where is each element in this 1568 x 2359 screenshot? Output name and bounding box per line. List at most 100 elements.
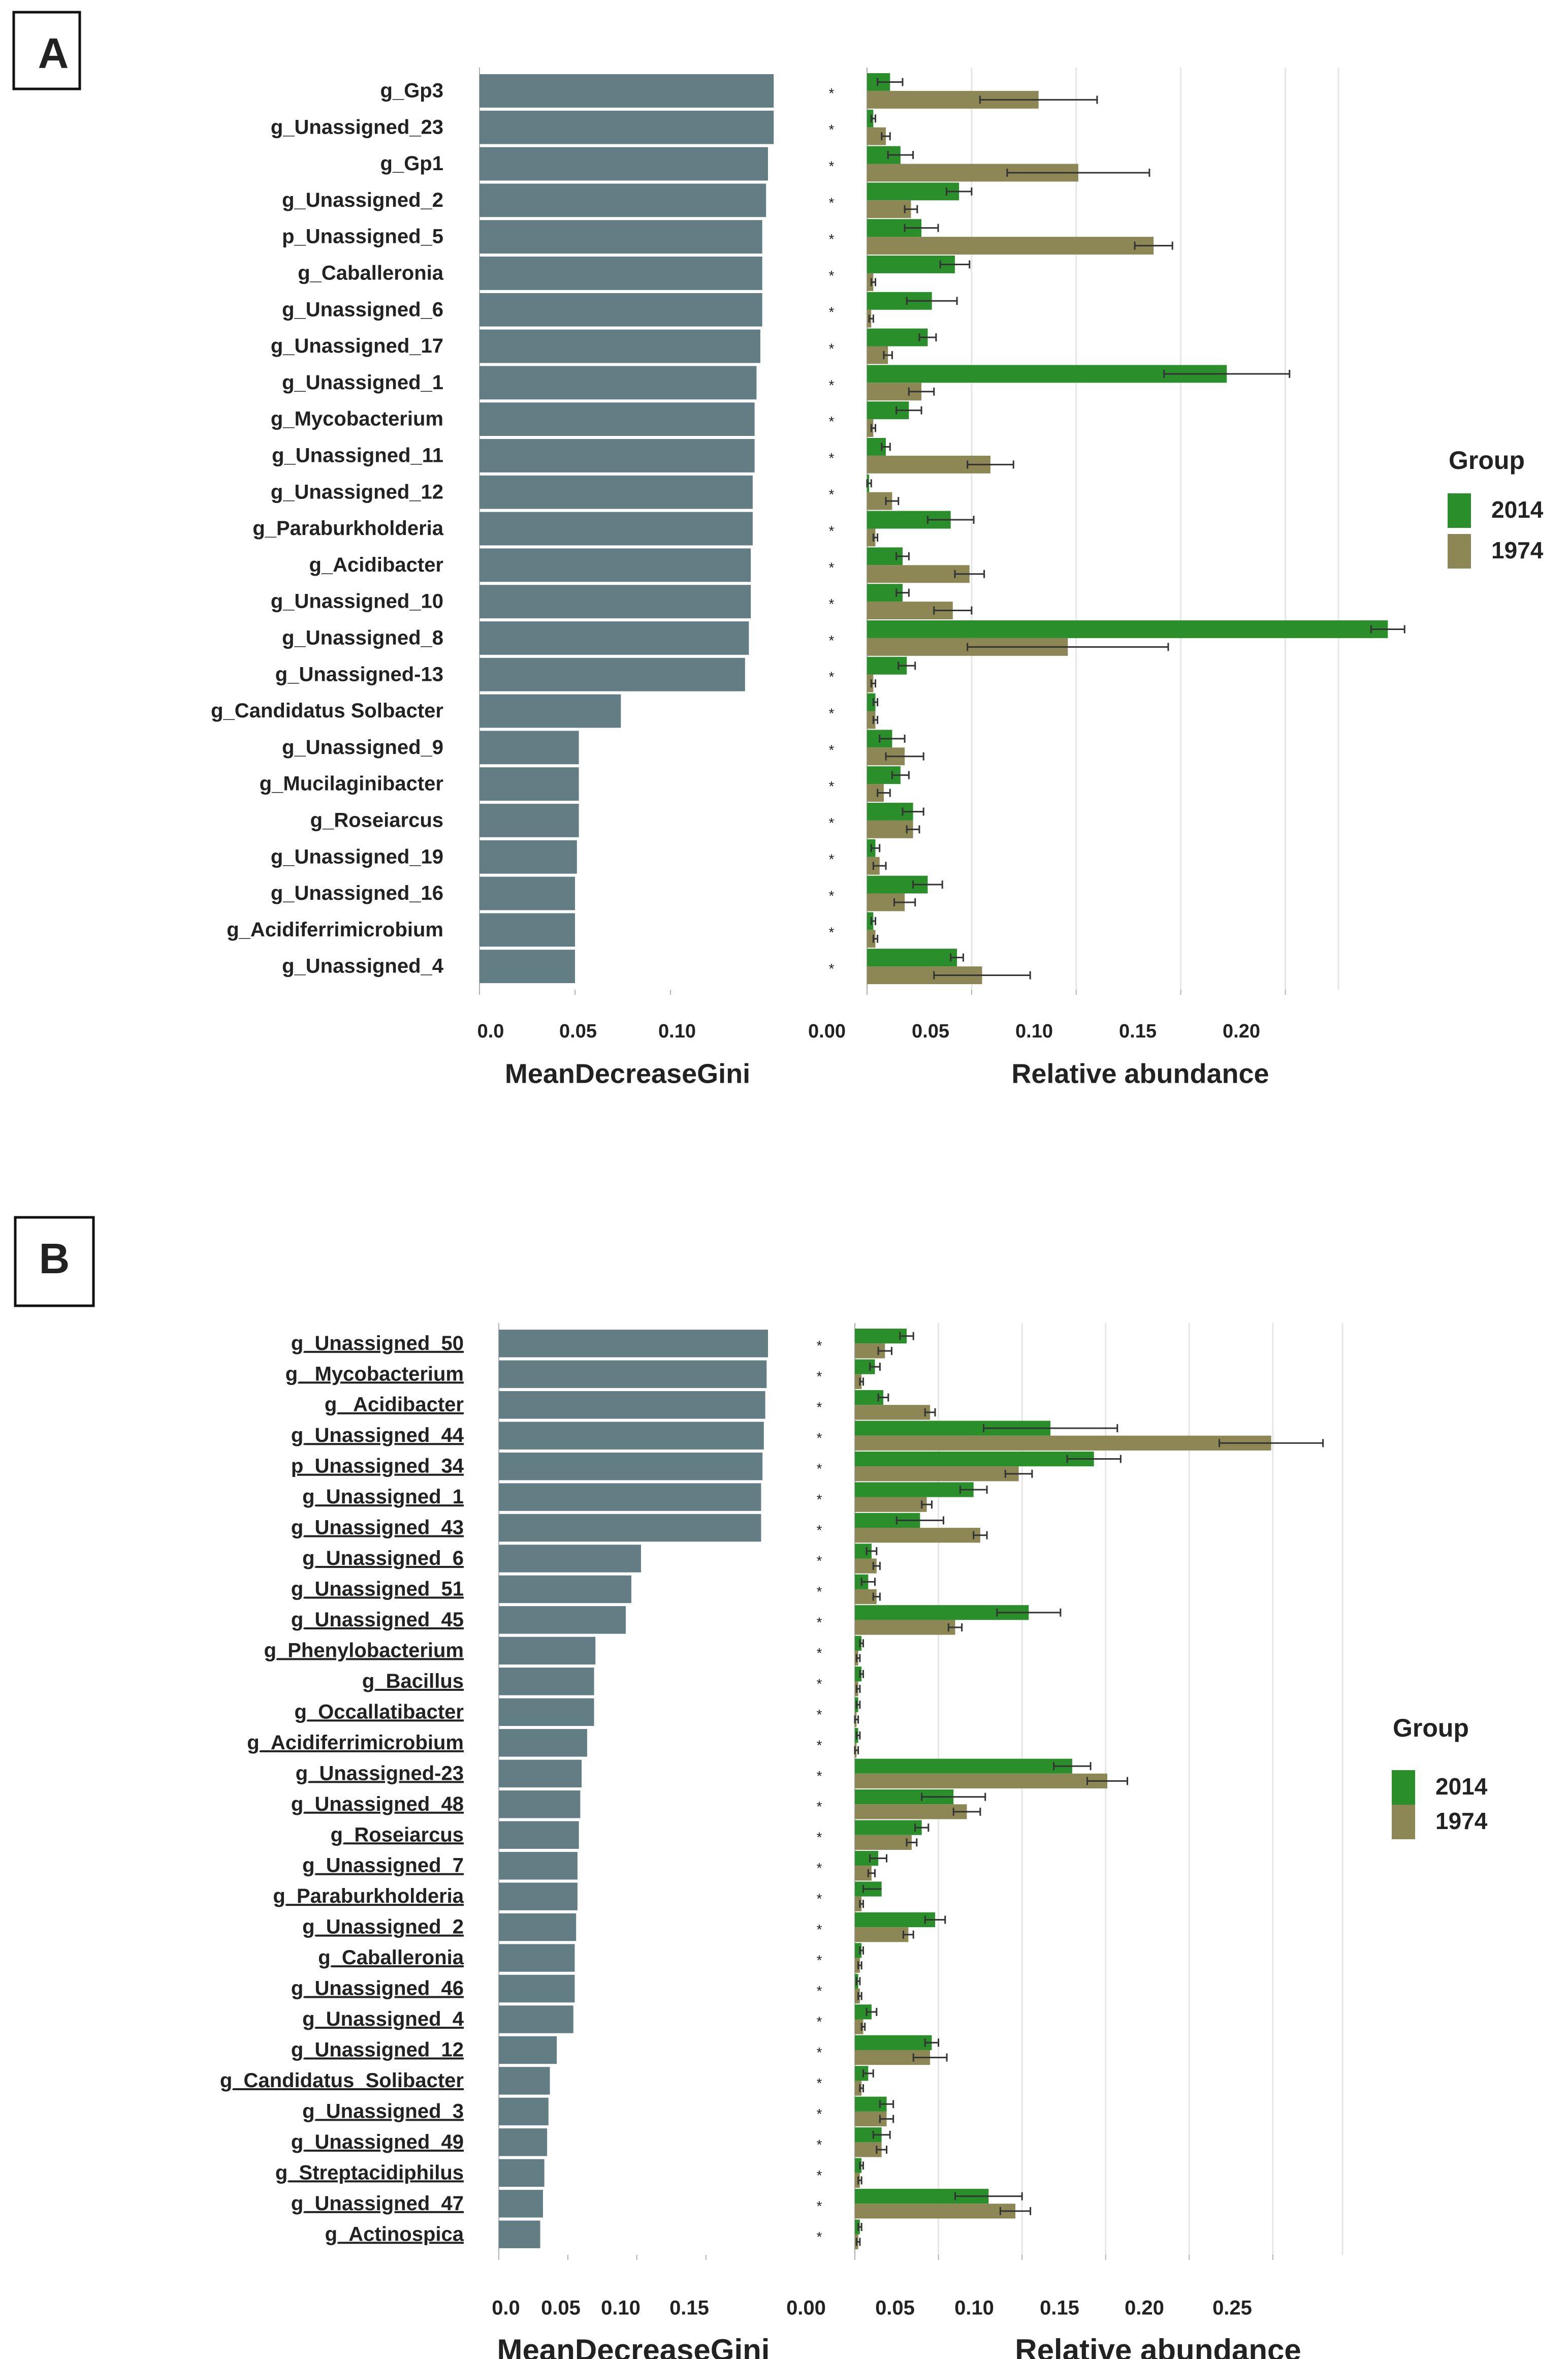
category-label: g_Acidibacter [309, 554, 443, 576]
gini-axis-title: MeanDecreaseGini [497, 2333, 770, 2359]
gini-bar [499, 1391, 765, 1419]
legend-label-1974: 1974 [1435, 1808, 1488, 1834]
gini-bar [479, 147, 768, 181]
significance-mark: * [817, 1860, 822, 1876]
significance-mark: * [829, 706, 835, 721]
gini-bar [479, 585, 751, 618]
significance-mark: * [817, 1369, 822, 1385]
category-label: g_Roseiarcus [310, 809, 443, 831]
category-label: p_Unassigned_5 [282, 226, 443, 248]
category-label: g_Unassigned_12 [271, 481, 443, 503]
legend-label-2014: 2014 [1435, 1773, 1488, 1800]
abundance-bar-2014 [867, 912, 874, 930]
category-label: g_Acidiferrimicrobium [247, 1732, 464, 1754]
abundance-bar-1974 [855, 2204, 1015, 2219]
significance-mark: * [829, 304, 835, 320]
significance-mark: * [817, 2167, 822, 2183]
category-label: g_Unassigned_2 [282, 189, 443, 211]
abundance-bar-1974 [867, 200, 911, 218]
gini-bar [499, 1759, 582, 1787]
abundance-bar-2014 [867, 328, 928, 347]
abundance-bar-2014 [867, 693, 876, 711]
significance-mark: * [817, 2198, 822, 2214]
legend-label-2014: 2014 [1491, 496, 1544, 523]
category-label: g_Bacillus [362, 1670, 464, 1692]
significance-mark: * [829, 231, 835, 247]
category-label: g_Actinospica [325, 2223, 464, 2245]
gini-bar [499, 1483, 761, 1511]
abundance-bar-2014 [867, 949, 957, 967]
significance-mark: * [817, 1922, 822, 1937]
significance-mark: * [817, 1799, 822, 1814]
significance-mark: * [817, 2045, 822, 2060]
category-label: g_Unassigned_48 [291, 1793, 464, 1815]
abundance-bar-1974 [855, 1528, 980, 1543]
gini-bar [479, 731, 579, 765]
gini-bar [499, 1606, 626, 1634]
abundance-bar-1974 [855, 1989, 860, 2004]
category-label: g_Phenylobacterium [264, 1639, 464, 1661]
legend-swatch-1974 [1392, 1805, 1415, 1839]
abundance-bar-1974 [867, 273, 874, 291]
category-label: g_Gp3 [380, 79, 443, 102]
gini-bar [479, 366, 757, 400]
significance-mark: * [817, 1707, 822, 1722]
abundance-bar-2014 [855, 2219, 860, 2235]
abundance-bar-1974 [855, 1804, 967, 1819]
significance-mark: * [817, 1676, 822, 1691]
category-label: g_Unassigned_1 [302, 1486, 464, 1508]
category-label: g_Unassigned_7 [302, 1854, 464, 1877]
abundance-bar-1974 [855, 1466, 1019, 1482]
abundance-bar-1974 [855, 1497, 927, 1512]
abundance-tick-label: 0.20 [1125, 2297, 1164, 2319]
category-label: g_Caballeronia [318, 1946, 464, 1969]
significance-mark: * [829, 778, 835, 794]
abundance-bar-2014 [855, 1482, 974, 1497]
gini-bar [499, 2036, 557, 2064]
category-label: g_Unassigned_17 [271, 335, 443, 357]
abundance-bar-1974 [855, 1405, 931, 1420]
gini-tick-label: 0.0 [492, 2297, 520, 2319]
category-label: g_ Acidibacter [325, 1394, 464, 1416]
significance-mark: * [829, 596, 835, 612]
category-label: g_Unassigned_51 [291, 1578, 464, 1600]
gini-bar [479, 548, 751, 582]
significance-mark: * [817, 2106, 822, 2122]
significance-mark: * [829, 122, 835, 138]
significance-mark: * [817, 1953, 822, 1968]
category-label: g_Unassigned_44 [291, 1424, 464, 1446]
category-label: g_Unassigned_11 [272, 444, 443, 466]
abundance-tick-label: 0.05 [875, 2297, 915, 2319]
gini-bar [479, 913, 575, 947]
category-label: g_Unassigned-23 [296, 1762, 464, 1784]
gini-bar [479, 621, 749, 655]
abundance-axis-title: Relative abundance [1011, 1058, 1269, 1089]
significance-mark: * [817, 1584, 822, 1599]
category-label: g_Mycobacterium [271, 408, 443, 430]
category-label: g_Unassigned_50 [291, 1332, 464, 1355]
panel-label-box [14, 1216, 95, 1307]
gini-bar [479, 767, 579, 801]
gini-bar [479, 74, 774, 108]
significance-mark: * [829, 633, 835, 648]
legend-title: Group [1393, 1714, 1469, 1742]
panel-label: B [39, 1235, 70, 1282]
abundance-bar-1974 [855, 1435, 1271, 1451]
category-label: g_Unassigned_23 [271, 116, 443, 138]
abundance-bar-1974 [855, 2173, 860, 2188]
category-label: g_Unassigned_46 [291, 1977, 464, 2000]
significance-mark: * [817, 1553, 822, 1569]
category-label: g_Unassigned_1 [282, 371, 443, 394]
significance-mark: * [829, 742, 835, 758]
category-label: g_Unassigned_10 [271, 590, 443, 613]
category-label: g_Mucilaginibacter [260, 773, 443, 795]
legend-swatch-2014 [1392, 1770, 1415, 1805]
gini-tick-label: 0.05 [559, 1021, 597, 1042]
abundance-bar-2014 [867, 109, 874, 128]
category-label: g_Unassigned_6 [282, 298, 443, 321]
category-label: g_Candidatus_Solibacter [220, 2069, 464, 2092]
significance-mark: * [829, 85, 835, 101]
significance-mark: * [817, 1645, 822, 1661]
significance-mark: * [817, 1399, 822, 1415]
category-label: g_Unassigned_8 [282, 626, 443, 649]
